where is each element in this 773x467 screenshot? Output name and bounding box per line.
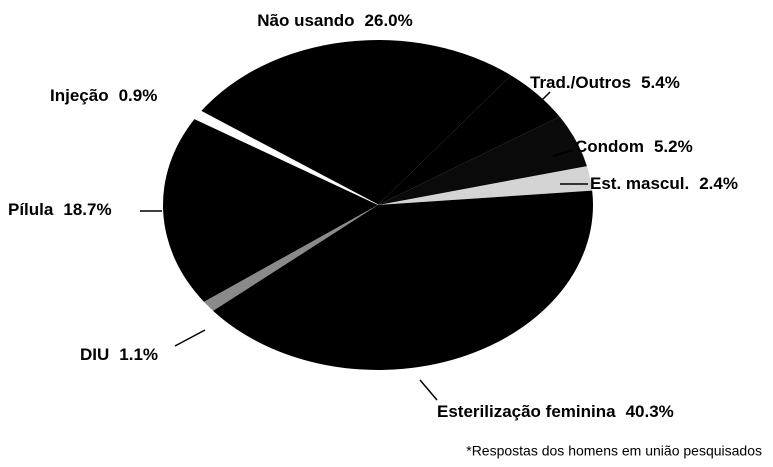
- slice-label: DIU 1.1%: [80, 345, 158, 364]
- pie-slice: [378, 75, 560, 205]
- pie-slice: [201, 40, 511, 205]
- slice-category: Não usando: [257, 11, 354, 30]
- slice-category: Esterilização feminina: [437, 402, 616, 421]
- slice-label: Trad./Outros 5.4%: [530, 73, 680, 92]
- pie-slice: [378, 166, 593, 205]
- footnote: *Respostas dos homens em união pesquisad…: [466, 443, 762, 459]
- slice-label: Pílula 18.7%: [8, 200, 112, 219]
- slice-category: Pílula: [8, 200, 54, 219]
- slice-value: 1.1%: [119, 345, 158, 364]
- pie-slice: [193, 110, 379, 206]
- leader-line: [539, 91, 551, 103]
- pie-slice: [203, 205, 378, 311]
- slice-value: 5.2%: [654, 137, 693, 156]
- slice-value: 2.4%: [699, 174, 738, 193]
- slice-category: DIU: [80, 345, 109, 364]
- slice-label: Injeção 0.9%: [50, 86, 157, 105]
- pie-slice: [378, 116, 587, 205]
- slice-label: Est. mascul. 2.4%: [590, 174, 738, 193]
- slice-value: 5.4%: [641, 73, 680, 92]
- slice-value: 26.0%: [365, 11, 413, 30]
- slice-label: Condom 5.2%: [575, 137, 693, 156]
- slice-category: Injeção: [50, 86, 109, 105]
- pie-slice: [213, 190, 593, 371]
- slice-value: 0.9%: [119, 86, 158, 105]
- leader-line: [419, 379, 438, 401]
- slice-category: Condom: [575, 137, 644, 156]
- slice-value: 40.3%: [626, 402, 674, 421]
- slice-label: Esterilização feminina 40.3%: [437, 402, 674, 421]
- slice-category: Trad./Outros: [530, 73, 631, 92]
- slice-category: Est. mascul.: [590, 174, 689, 193]
- leader-line: [552, 149, 574, 157]
- slice-label: Não usando 26.0%: [257, 11, 413, 30]
- pie-slice: [162, 119, 378, 302]
- slice-value: 18.7%: [63, 200, 111, 219]
- leader-line: [174, 329, 206, 347]
